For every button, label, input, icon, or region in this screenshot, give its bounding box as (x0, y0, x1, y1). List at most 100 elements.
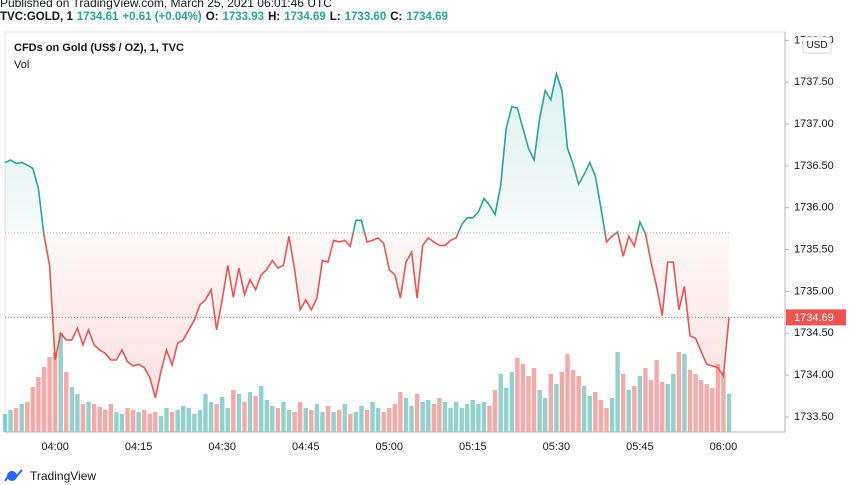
legend-part: 1734.69 (284, 11, 326, 23)
pane-border (4, 31, 786, 433)
volume-bar (609, 398, 615, 432)
volume-bar (186, 408, 191, 432)
volume-bar (158, 416, 164, 432)
volume-bar (559, 372, 565, 432)
y-tick-label: 1736.00 (794, 202, 834, 214)
volume-bar (153, 412, 158, 432)
brand: TradingView (30, 469, 96, 483)
volume-bar (58, 333, 63, 432)
x-tick-label: 06:00 (710, 441, 738, 453)
volume-bar (431, 404, 437, 432)
volume-bar (465, 404, 470, 432)
volume-bar (448, 408, 453, 432)
volume-bar (520, 364, 526, 432)
y-tick-label: 1733.50 (794, 411, 834, 423)
x-tick-label: 05:30 (543, 441, 571, 453)
volume-bar (693, 374, 698, 432)
volume-bar (30, 387, 36, 432)
volume-bar (80, 404, 86, 432)
volume-bar (687, 370, 693, 432)
y-tick-label: 1734.50 (794, 327, 834, 339)
volume-bar (392, 404, 398, 432)
volume-bar (348, 414, 353, 432)
volume-bar (41, 367, 47, 432)
published-note: Published on TradingView.com, March 25, … (0, 0, 332, 10)
volume-bar (69, 387, 75, 432)
volume-bar (375, 408, 381, 432)
volume-bar (197, 410, 203, 432)
volume-bar (676, 352, 682, 432)
volume-bar (453, 402, 459, 432)
volume-bar (381, 412, 386, 432)
volume-bar (414, 394, 420, 432)
volume-bar (442, 402, 448, 432)
volume-bar (236, 394, 242, 432)
volume-bar (336, 410, 342, 432)
volume-bar (565, 354, 570, 432)
symbol-legend: TVC:GOLD, 1 1734.61 +0.61 (+0.04%) O: 1733.9… (0, 11, 452, 23)
volume-bar (554, 384, 559, 432)
volume-bar (214, 404, 219, 432)
volume-bar (175, 410, 180, 432)
x-tick-label: 04:00 (41, 441, 69, 453)
volume-bar (286, 410, 292, 432)
volume-bar (721, 372, 726, 432)
last-price-box (786, 309, 846, 326)
volume-bar (654, 360, 659, 432)
volume-bar (2, 414, 8, 432)
volume-bar (64, 372, 69, 432)
volume-bar (582, 386, 587, 432)
volume-bar (108, 404, 114, 432)
volume-bar (320, 412, 325, 432)
y-tick-label: 1735.00 (794, 285, 834, 297)
volume-bar (504, 388, 509, 432)
volume-bar (253, 396, 258, 432)
volume-bar (387, 408, 392, 432)
volume-bar (437, 398, 442, 432)
x-tick-label: 04:45 (292, 441, 320, 453)
price-area (5, 73, 729, 398)
volume-bar (91, 404, 97, 432)
volume-bar (47, 357, 52, 432)
volume-bar (331, 412, 336, 432)
volume-bar (192, 414, 197, 432)
volume-bar (398, 392, 403, 432)
volume-bar (203, 394, 208, 432)
volume-bar (264, 400, 269, 432)
volume-bar (231, 390, 236, 432)
volume-bar (97, 407, 102, 432)
volume-bar (142, 410, 147, 432)
last-price-label: 1734.69 (794, 312, 834, 324)
volume-bar (114, 412, 119, 432)
volume-bar (598, 400, 604, 432)
volume-bar (704, 384, 709, 432)
x-tick-label: 05:15 (459, 441, 487, 453)
volume-bar (682, 354, 687, 432)
legend-part: 1734.61 (76, 11, 119, 23)
volume-bar (643, 368, 648, 432)
y-tick-label: 1737.00 (794, 118, 834, 130)
volume-bar (242, 402, 247, 432)
volume-bar (498, 374, 503, 432)
volume-bar (220, 397, 225, 432)
volume-bar (620, 374, 626, 432)
chart-title: CFDs on Gold (US$ / OZ), 1, TVC (14, 42, 184, 54)
volume-bar (615, 352, 620, 432)
volume-bar (292, 412, 297, 432)
volume-bar (247, 392, 253, 432)
volume-bar (632, 386, 637, 432)
volume-bar (208, 402, 214, 432)
volume-bar (125, 408, 130, 432)
y-tick-label: 1736.50 (794, 160, 834, 172)
volume-bar (52, 352, 58, 432)
volume-bar (420, 402, 425, 432)
volume-bar (86, 402, 91, 432)
volume-bar (281, 402, 286, 432)
volume-bar (314, 404, 320, 432)
volume-bar (665, 384, 670, 432)
volume-bar (8, 410, 13, 432)
volume-bar (275, 408, 281, 432)
volume-bar (164, 408, 169, 432)
volume-bar (470, 400, 476, 432)
